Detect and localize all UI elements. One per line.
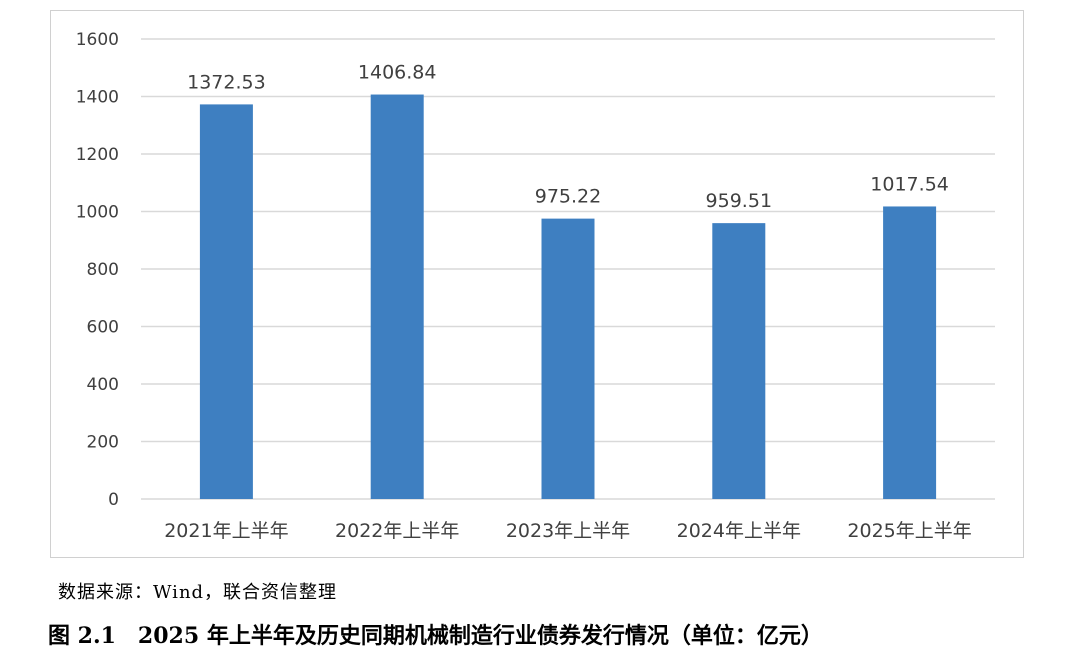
bar bbox=[541, 218, 595, 499]
y-tick-label: 1600 bbox=[76, 30, 119, 50]
bar bbox=[883, 206, 937, 499]
y-tick-label: 200 bbox=[87, 433, 119, 453]
x-category-label: 2024年上半年 bbox=[677, 520, 801, 542]
y-tick-label: 1400 bbox=[76, 88, 119, 108]
x-category-label: 2023年上半年 bbox=[506, 520, 630, 542]
x-category-label: 2022年上半年 bbox=[335, 520, 459, 542]
y-tick-label: 400 bbox=[87, 375, 119, 395]
bar bbox=[370, 94, 424, 499]
y-tick-label: 600 bbox=[87, 318, 119, 338]
y-tick-label: 1200 bbox=[76, 145, 119, 165]
chart-frame: 0 200 400 600 800 1000 1200 1400 1600 1372.53 140… bbox=[50, 10, 1024, 558]
y-tick-label: 800 bbox=[87, 260, 119, 280]
x-category-label: 2025年上半年 bbox=[847, 520, 971, 542]
figure-caption: 图 2.1 2025 年上半年及历史同期机械制造行业债券发行情况（单位：亿元） bbox=[48, 623, 823, 649]
bar-chart: 0 200 400 600 800 1000 1200 1400 1600 1372.53 140… bbox=[76, 30, 995, 542]
y-tick-label: 1000 bbox=[76, 203, 119, 223]
bar bbox=[199, 104, 253, 499]
source-note: 数据来源：Wind，联合资信整理 bbox=[58, 582, 338, 603]
data-label: 1406.84 bbox=[358, 62, 437, 84]
data-label: 959.51 bbox=[706, 190, 772, 212]
data-label: 1017.54 bbox=[870, 173, 949, 195]
y-tick-label: 0 bbox=[108, 490, 119, 510]
data-label: 975.22 bbox=[535, 186, 601, 208]
x-category-label: 2021年上半年 bbox=[164, 520, 288, 542]
data-label: 1372.53 bbox=[187, 71, 266, 93]
bar bbox=[712, 223, 766, 499]
